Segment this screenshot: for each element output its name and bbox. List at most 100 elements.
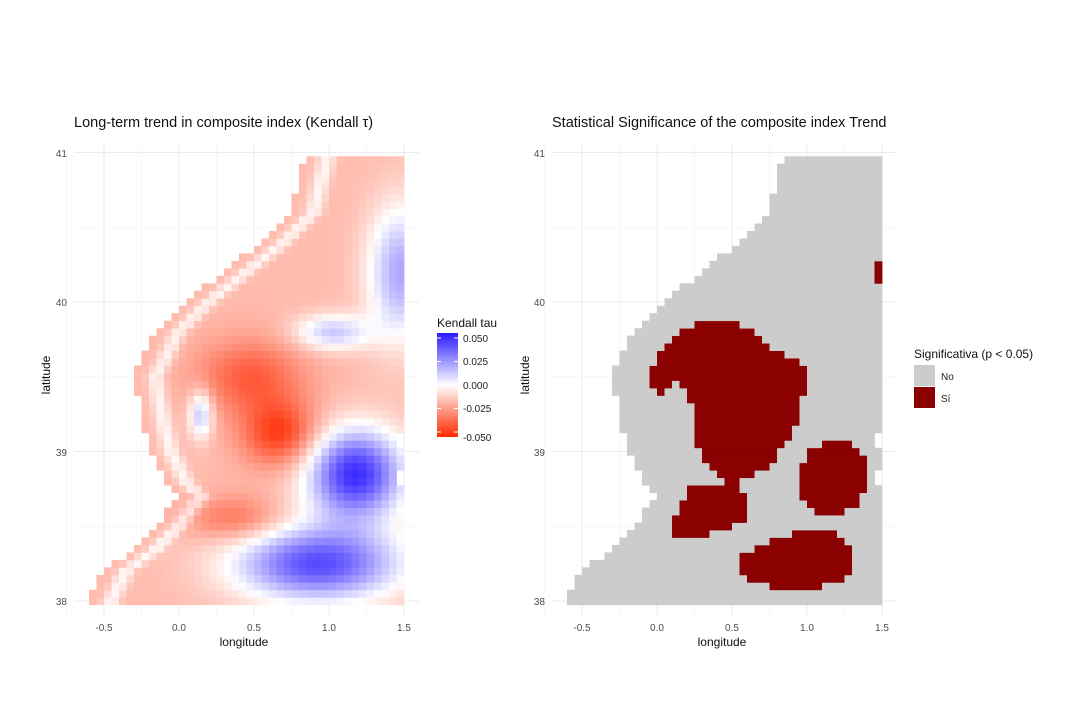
tau-cell xyxy=(246,417,255,426)
significance-cell xyxy=(739,537,748,546)
significance-cell xyxy=(694,328,703,337)
tau-cell xyxy=(224,365,232,374)
tau-cell xyxy=(269,425,277,434)
significance-cell xyxy=(762,328,770,337)
significance-cell xyxy=(777,313,785,322)
tau-cell xyxy=(336,544,345,553)
significance-cell xyxy=(769,208,778,217)
tau-cell xyxy=(381,238,390,247)
significance-cell xyxy=(844,171,853,180)
tau-cell xyxy=(344,500,352,508)
significance-cell xyxy=(754,395,763,404)
tau-cell xyxy=(329,298,337,307)
tau-cell xyxy=(314,373,322,381)
significance-cell xyxy=(679,574,688,583)
tau-cell xyxy=(269,373,277,381)
tau-cell xyxy=(321,417,330,426)
significance-cell xyxy=(769,485,778,494)
significance-cell xyxy=(732,410,740,419)
significance-cell xyxy=(634,552,643,561)
tau-cell xyxy=(284,230,292,239)
tau-cell xyxy=(306,597,315,606)
significance-cell xyxy=(754,290,763,299)
tau-cell xyxy=(194,440,202,449)
tau-cell xyxy=(179,373,187,381)
significance-cell xyxy=(859,515,868,523)
tau-cell xyxy=(246,260,255,269)
significance-cell xyxy=(792,223,800,232)
significance-cell xyxy=(664,402,673,411)
tau-cell xyxy=(336,290,345,299)
significance-cell xyxy=(709,365,718,374)
tau-cell xyxy=(209,559,217,568)
significance-cell xyxy=(822,365,830,374)
tau-cell xyxy=(306,373,315,381)
significance-cell xyxy=(739,417,748,426)
significance-cell xyxy=(687,582,695,591)
significance-cell xyxy=(702,552,710,561)
tau-cell xyxy=(119,597,127,606)
significance-cell xyxy=(784,500,793,508)
significance-cell xyxy=(762,268,770,277)
tau-cell xyxy=(381,440,390,449)
significance-cell xyxy=(867,216,875,224)
significance-cell xyxy=(679,440,688,449)
tau-cell xyxy=(186,432,195,441)
significance-cell xyxy=(852,373,860,381)
significance-cell xyxy=(739,597,748,606)
tau-cell xyxy=(224,305,232,314)
significance-cell xyxy=(874,485,883,494)
significance-cell xyxy=(694,425,703,434)
significance-cell xyxy=(724,440,733,449)
significance-cell xyxy=(627,417,635,426)
significance-cell xyxy=(754,335,763,344)
tau-cell xyxy=(329,193,337,202)
significance-cell xyxy=(597,597,605,606)
tau-cell xyxy=(254,350,262,359)
tau-cell xyxy=(201,537,210,546)
significance-cell xyxy=(664,313,673,322)
tau-cell xyxy=(239,380,247,389)
tau-cell xyxy=(344,515,352,523)
tau-cell xyxy=(291,216,300,224)
significance-cell xyxy=(829,395,838,404)
significance-cell xyxy=(717,275,725,284)
significance-cell xyxy=(687,574,695,583)
tau-cell xyxy=(366,216,375,224)
tau-cell xyxy=(299,358,307,366)
significance-cell xyxy=(852,515,860,523)
significance-cell xyxy=(784,455,793,464)
tau-cell xyxy=(359,492,367,501)
tau-cell xyxy=(156,387,165,396)
significance-cell xyxy=(762,402,770,411)
tau-cell xyxy=(201,477,210,486)
tau-cell xyxy=(254,253,262,262)
significance-cell xyxy=(724,567,733,576)
tau-cell xyxy=(351,597,360,606)
tau-cell xyxy=(164,432,172,441)
significance-cell xyxy=(829,290,838,299)
significance-cell xyxy=(837,552,845,561)
significance-cell xyxy=(769,223,778,232)
significance-cell xyxy=(807,275,815,284)
significance-cell xyxy=(694,597,703,606)
tau-cell xyxy=(314,268,322,277)
significance-cell xyxy=(717,268,725,277)
tau-cell xyxy=(314,544,322,553)
significance-cell xyxy=(709,358,718,366)
tau-cell xyxy=(336,193,345,202)
tau-cell xyxy=(89,589,97,598)
tau-cell xyxy=(306,290,315,299)
significance-cell xyxy=(814,387,823,396)
tau-cell xyxy=(374,500,382,508)
significance-cell xyxy=(724,425,733,434)
significance-cell xyxy=(679,387,688,396)
significance-cell xyxy=(784,373,793,381)
tau-cell xyxy=(374,350,382,359)
tau-cell xyxy=(261,529,270,538)
significance-cell xyxy=(672,582,680,591)
significance-cell xyxy=(754,328,763,337)
tau-cell xyxy=(201,559,210,568)
tau-cell xyxy=(261,470,270,479)
significance-cell xyxy=(709,395,718,404)
